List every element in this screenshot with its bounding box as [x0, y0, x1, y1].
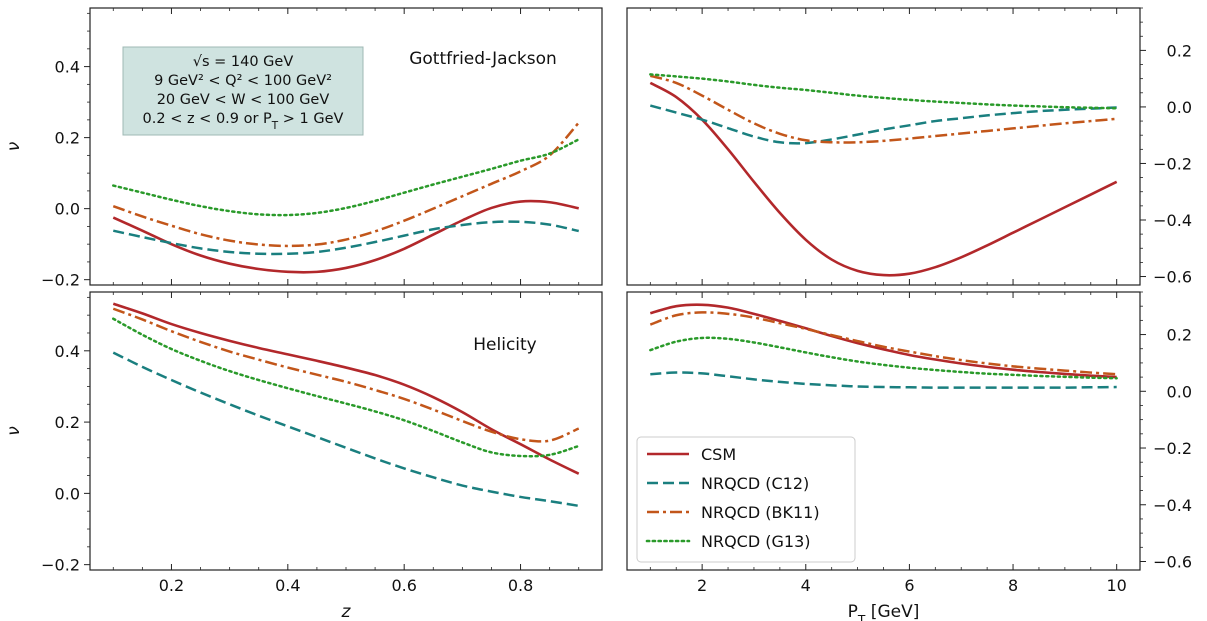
legend: CSM NRQCD (C12) NRQCD (BK11) NRQCD (G13) — [636, 436, 856, 563]
x-axis-label: PT [GeV] — [848, 602, 920, 621]
y-tick-label: −0.2 — [41, 556, 80, 575]
chart-panel-bottom-right: 2 4 6 8 10 −0.6 −0.4 −0.2 0.0 0.2 PT [GeV] CSM NRQCD… — [626, 291, 1192, 621]
y-axis-label: ν — [4, 426, 24, 436]
panel-title: Gottfried-Jackson — [409, 49, 557, 69]
series-line-csm — [649, 303, 1117, 379]
info-box-line: 9 GeV² < Q² < 100 GeV² — [154, 73, 332, 89]
x-tick-label: 0.4 — [275, 576, 300, 595]
series-group — [649, 303, 1118, 389]
legend-item-nrqcd-bk11: NRQCD (BK11) — [647, 503, 820, 522]
y-axis-label: ν — [4, 141, 24, 151]
series-line-nrqcd-g13 — [112, 138, 580, 217]
y-tick-label: 0.4 — [55, 342, 80, 361]
series-line-nrqcd-g13 — [112, 317, 580, 458]
x-tick-label: 10 — [1107, 576, 1127, 595]
series-line-nrqcd-bk11 — [649, 311, 1117, 376]
x-tick-label: 0.2 — [159, 576, 184, 595]
y-tick-label: −0.2 — [1153, 439, 1192, 458]
series-line-nrqcd-c12 — [649, 104, 1117, 145]
series-line-nrqcd-bk11 — [112, 307, 580, 443]
y-tick-label: −0.4 — [1153, 496, 1192, 515]
y-tick-label: 0.0 — [55, 200, 80, 219]
legend-item-csm: CSM — [647, 445, 736, 464]
y-tick-label: 0.0 — [55, 484, 80, 503]
x-tick-label: 2 — [697, 576, 707, 595]
x-axis-label: z — [341, 602, 352, 621]
y-tick-label: −0.2 — [41, 271, 80, 290]
chart-panel-top-left: −0.2 0.0 0.2 0.4 ν Gottfried-Jackson √s = 140 … — [4, 7, 603, 290]
y-tick-label: 0.2 — [1167, 326, 1192, 345]
info-box-line: √s = 140 GeV — [193, 54, 294, 70]
chart-panel-bottom-left: 0.2 0.4 0.6 0.8 −0.2 0.0 0.2 0.4 ν z Helicity — [4, 291, 603, 621]
y-tick-label: 0.4 — [55, 58, 80, 77]
info-box-background — [122, 46, 364, 136]
plot-frame — [626, 7, 1141, 286]
series-line-csm — [649, 81, 1118, 277]
plot-frame — [89, 291, 603, 571]
series-line-nrqcd-g13 — [649, 73, 1118, 110]
y-tick-label: 0.0 — [1167, 98, 1192, 117]
panel-title: Helicity — [473, 335, 536, 355]
legend-frame — [636, 436, 856, 563]
info-box-line: 0.2 < z < 0.9 or PT > 1 GeV — [143, 111, 344, 132]
series-line-csm — [112, 199, 579, 274]
chart-panel-top-right: −0.6 −0.4 −0.2 0.0 0.2 — [626, 7, 1192, 287]
legend-label: NRQCD (C12) — [701, 474, 809, 493]
y-tick-label: 0.0 — [1167, 382, 1192, 401]
series-line-nrqcd-c12 — [112, 351, 579, 508]
y-tick-label: −0.6 — [1153, 268, 1192, 287]
series-line-nrqcd-g13 — [649, 336, 1118, 380]
y-tick-label: −0.6 — [1153, 552, 1192, 571]
series-line-nrqcd-c12 — [650, 371, 1117, 389]
x-tick-label: 4 — [801, 576, 811, 595]
y-tick-label: −0.2 — [1153, 154, 1192, 173]
x-tick-label: 0.6 — [391, 576, 416, 595]
legend-label: CSM — [701, 445, 736, 464]
series-line-nrqcd-c12 — [113, 220, 579, 256]
series-line-nrqcd-bk11 — [112, 121, 580, 248]
y-tick-label: 0.2 — [55, 129, 80, 148]
y-tick-label: 0.2 — [55, 413, 80, 432]
y-tick-label: −0.4 — [1153, 211, 1192, 230]
x-tick-label: 6 — [904, 576, 914, 595]
series-line-csm — [112, 302, 580, 475]
legend-label: NRQCD (G13) — [701, 532, 811, 551]
legend-item-nrqcd-g13: NRQCD (G13) — [645, 532, 811, 551]
x-tick-label: 0.8 — [508, 576, 533, 595]
y-tick-label: 0.2 — [1167, 41, 1192, 60]
series-line-nrqcd-bk11 — [649, 74, 1117, 144]
series-group — [112, 302, 580, 508]
legend-label: NRQCD (BK11) — [701, 503, 820, 522]
legend-item-nrqcd-c12: NRQCD (C12) — [647, 474, 809, 493]
info-box: √s = 140 GeV 9 GeV² < Q² < 100 GeV² 20 GeV… — [122, 46, 364, 136]
info-box-line: 20 GeV < W < 100 GeV — [157, 92, 330, 108]
x-tick-label: 8 — [1008, 576, 1018, 595]
series-group — [649, 73, 1118, 277]
series-group — [112, 121, 580, 274]
